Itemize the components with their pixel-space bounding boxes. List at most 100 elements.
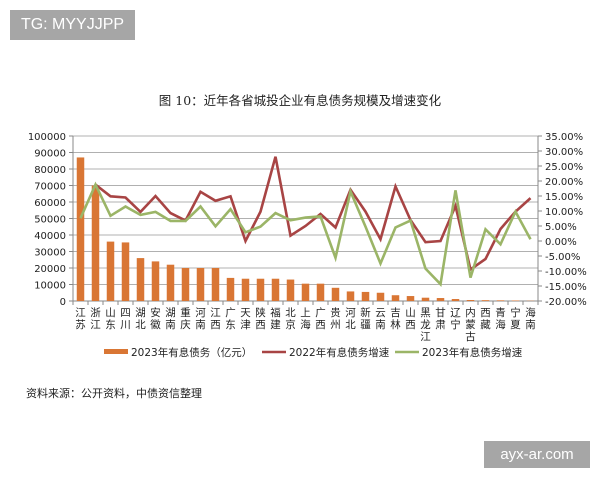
bar — [106, 241, 115, 301]
left-tick-label: 30000 — [34, 248, 66, 259]
x-tick-label: 河南 — [195, 307, 206, 331]
left-tick-label: 10000 — [34, 281, 66, 292]
left-tick-label: 20000 — [34, 264, 66, 275]
legend-swatch-bar — [104, 349, 128, 354]
x-tick-label: 安徽 — [150, 306, 161, 331]
right-tick-label: -20.00% — [545, 297, 587, 308]
x-tick-label: 海南 — [525, 306, 536, 331]
bar — [91, 185, 100, 301]
x-tick-label: 浙江 — [90, 307, 101, 331]
x-tick-label: 吉林 — [390, 307, 401, 331]
right-tick-label: -15.00% — [545, 282, 587, 293]
x-tick-label: 四川 — [120, 307, 131, 331]
x-tick-label: 重庆 — [180, 306, 191, 331]
bar — [271, 278, 280, 301]
x-tick-label: 西藏 — [480, 307, 491, 331]
x-tick-label: 黑龙江 — [420, 307, 431, 343]
right-tick-label: 35.00% — [545, 132, 583, 143]
bar — [406, 296, 415, 301]
x-tick-label: 江西 — [210, 307, 221, 331]
right-tick-label: 25.00% — [545, 162, 583, 173]
bar — [481, 300, 490, 301]
x-tick-label: 湖北 — [135, 307, 146, 331]
bar — [346, 291, 355, 301]
bar — [436, 298, 445, 301]
line-series — [79, 156, 532, 287]
x-axis-labels: 江苏浙江山东四川湖北安徽湖南重庆河南江西广东天津陕西福建北京上海广西贵州河北新疆… — [75, 306, 536, 343]
x-tick-label: 宁夏 — [510, 306, 521, 331]
right-tick-label: 5.00% — [545, 222, 577, 233]
x-tick-label: 天津 — [240, 307, 251, 331]
legend: 2023年有息债务（亿元） 2022年有息债务增速 2023年有息债务增速 — [104, 346, 523, 359]
x-tick-label: 甘肃 — [435, 306, 446, 331]
bar — [136, 258, 145, 301]
bar-series — [76, 157, 535, 301]
bar — [181, 268, 190, 301]
bar — [286, 279, 295, 301]
watermark-top: TG: MYYJJPP — [10, 10, 135, 40]
legend-label: 2022年有息债务增速 — [289, 346, 390, 359]
x-tick-label: 云南 — [375, 307, 386, 331]
left-tick-label: 70000 — [34, 182, 66, 193]
bar — [391, 295, 400, 301]
bar — [76, 157, 85, 301]
legend-label: 2023年有息债务（亿元） — [131, 346, 252, 359]
source-note: 资料来源：公开资料，中债资信整理 — [26, 387, 202, 400]
bar — [361, 291, 370, 301]
bar — [121, 242, 130, 301]
left-axis: 0 10000 20000 30000 40000 50000 60000 70000 8000… — [28, 132, 539, 308]
x-tick-label: 北京 — [285, 307, 296, 331]
left-tick-label: 100000 — [28, 132, 66, 143]
right-tick-label: 20.00% — [545, 177, 583, 188]
bar — [256, 278, 265, 301]
x-tick-label: 山西 — [405, 307, 416, 331]
x-tick-label: 青海 — [495, 306, 506, 331]
x-tick-label: 河北 — [345, 307, 356, 331]
x-tick-label: 辽宁 — [450, 307, 461, 331]
line-2023-growth — [79, 181, 532, 287]
right-axis: 35.00% 30.00% 25.00% 20.00% 15.00% 10.00% 5.00… — [537, 132, 587, 308]
x-tick-label: 江苏 — [75, 307, 86, 331]
bar — [301, 283, 310, 301]
x-tick-label: 湖南 — [165, 307, 176, 331]
chart-title: 图 10：近年各省城投企业有息债务规模及增速变化 — [158, 93, 442, 108]
x-tick-label: 山东 — [105, 307, 116, 331]
legend-label: 2023年有息债务增速 — [422, 346, 523, 359]
left-tick-label: 50000 — [34, 215, 66, 226]
x-tick-label: 新疆 — [360, 306, 371, 331]
bar — [211, 268, 220, 301]
bar — [331, 287, 340, 301]
bar — [196, 268, 205, 301]
bar — [151, 261, 160, 301]
bar — [316, 283, 325, 301]
bar — [226, 277, 235, 301]
bar — [466, 300, 475, 301]
bar — [166, 264, 175, 301]
x-tick-label: 内蒙古 — [465, 306, 476, 343]
right-tick-label: 0.00% — [545, 237, 577, 248]
left-tick-label: 90000 — [34, 149, 66, 160]
line-2022-growth — [94, 156, 532, 272]
bar — [376, 292, 385, 301]
right-tick-label: 15.00% — [545, 192, 583, 203]
x-tick-label: 广西 — [315, 307, 326, 331]
left-tick-label: 40000 — [34, 231, 66, 242]
x-tick-label: 广东 — [225, 307, 236, 331]
bar — [496, 300, 505, 301]
bar — [451, 299, 460, 301]
x-tick-label: 陕西 — [255, 306, 266, 331]
left-tick-label: 60000 — [34, 198, 66, 209]
right-tick-label: 30.00% — [545, 147, 583, 158]
left-tick-label: 0 — [60, 297, 66, 308]
watermark-bottom: ayx-ar.com — [484, 441, 590, 468]
right-tick-label: -5.00% — [545, 252, 580, 263]
bar — [241, 278, 250, 301]
right-tick-label: 10.00% — [545, 207, 583, 218]
x-tick-label: 上海 — [300, 307, 311, 331]
left-tick-label: 80000 — [34, 165, 66, 176]
bar — [421, 297, 430, 301]
x-tick-label: 福建 — [270, 306, 281, 331]
x-tick-label: 贵州 — [330, 306, 341, 331]
right-tick-label: -10.00% — [545, 267, 587, 278]
